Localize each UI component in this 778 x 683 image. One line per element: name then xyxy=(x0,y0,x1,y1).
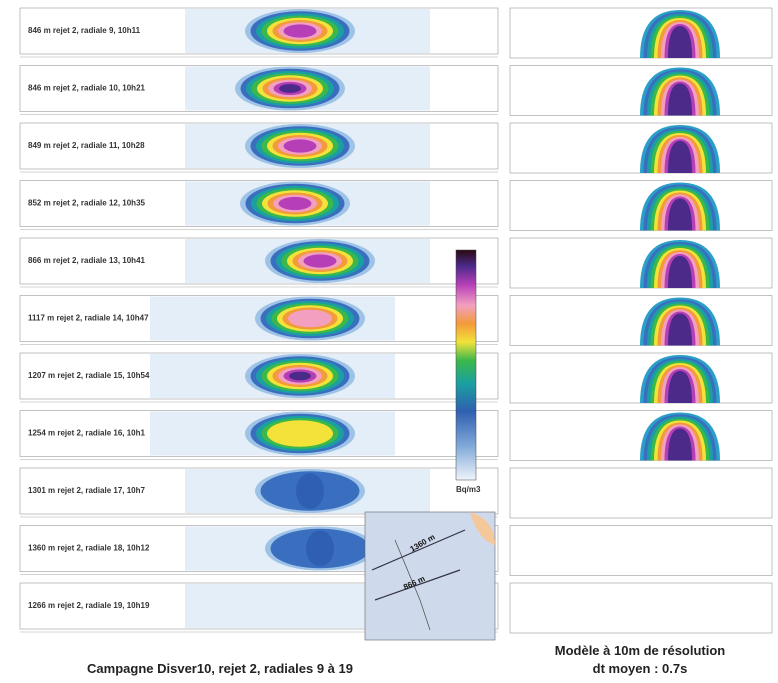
panel-label: 1117 m rejet 2, radiale 14, 10h47 xyxy=(28,314,149,323)
right-panels xyxy=(509,7,773,634)
contour xyxy=(283,24,317,38)
left-panels: 846 m rejet 2, radiale 9, 10h11 846 m rej… xyxy=(19,7,499,633)
contour xyxy=(279,84,301,93)
model-contour xyxy=(668,428,692,461)
contour xyxy=(267,420,333,447)
panel-label: 852 m rejet 2, radiale 12, 10h35 xyxy=(28,199,146,208)
map-inset: 1360 m 866 m xyxy=(364,511,496,641)
caption-right: Modèle à 10m de résolution xyxy=(555,643,726,658)
panel-label: 866 m rejet 2, radiale 13, 10h41 xyxy=(28,256,146,265)
panel-label: 1301 m rejet 2, radiale 17, 10h7 xyxy=(28,486,146,495)
panel-label: 1266 m rejet 2, radiale 19, 10h19 xyxy=(28,601,150,610)
panel-label: 846 m rejet 2, radiale 10, 10h21 xyxy=(28,84,146,93)
contour xyxy=(278,196,312,211)
contour xyxy=(296,473,324,509)
contour xyxy=(303,254,337,268)
panel-label: 1207 m rejet 2, radiale 15, 10h54 xyxy=(28,371,150,380)
panel-label: 1360 m rejet 2, radiale 18, 10h12 xyxy=(28,544,150,553)
panel-frame xyxy=(509,467,773,519)
model-contour xyxy=(668,83,692,116)
panel-label: 849 m rejet 2, radiale 11, 10h28 xyxy=(28,141,145,150)
model-contour xyxy=(668,313,692,346)
model-contour xyxy=(668,26,692,58)
model-contour xyxy=(668,256,692,288)
panel-label: 1254 m rejet 2, radiale 16, 10h1 xyxy=(28,429,146,438)
contour xyxy=(306,530,334,567)
model-contour xyxy=(668,371,692,403)
caption-right: dt moyen : 0.7s xyxy=(593,661,688,676)
panel-frame xyxy=(509,582,773,634)
contour xyxy=(288,309,332,328)
caption-left: Campagne Disver10, rejet 2, radiales 9 à… xyxy=(87,661,353,676)
contour xyxy=(283,139,317,153)
colorbar-unit: Bq/m3 xyxy=(456,485,481,494)
panel-label: 846 m rejet 2, radiale 9, 10h11 xyxy=(28,26,141,35)
model-contour xyxy=(668,198,692,231)
colorbar xyxy=(455,249,477,481)
contour xyxy=(289,371,311,381)
model-contour xyxy=(668,141,692,173)
panel-frame xyxy=(509,525,773,576)
